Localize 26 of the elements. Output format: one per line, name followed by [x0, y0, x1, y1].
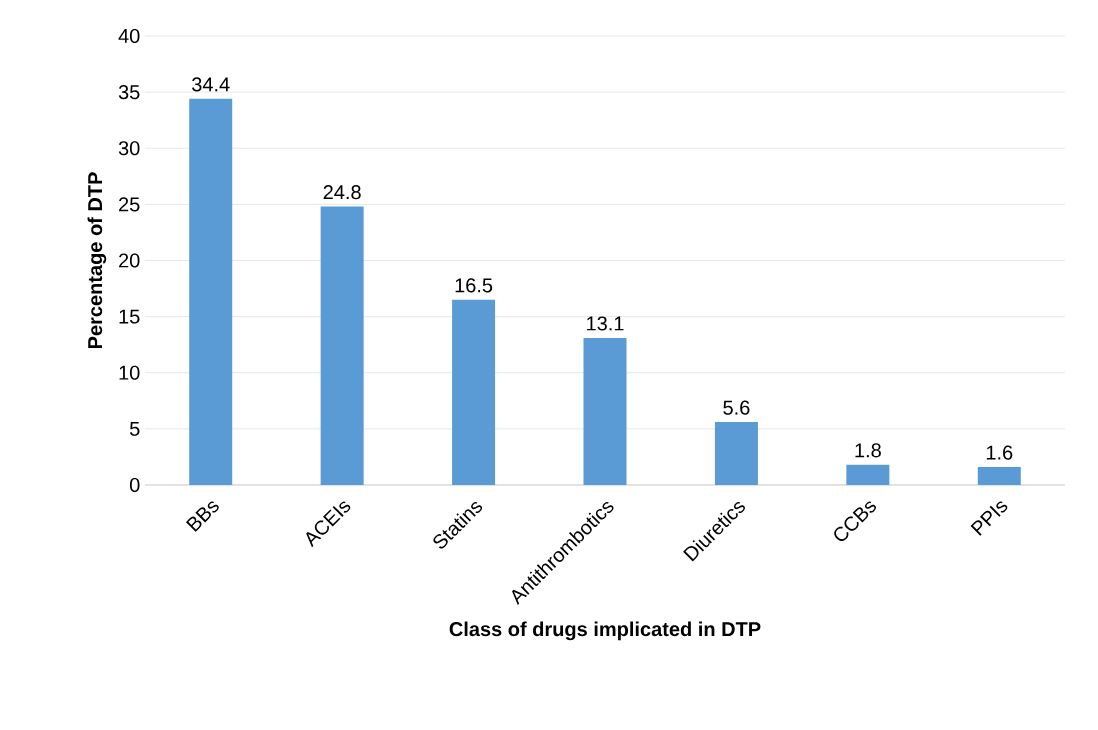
y-tick-label: 30 [118, 141, 140, 156]
bar [320, 206, 364, 485]
y-tick-label: 15 [119, 309, 140, 324]
data-label: 24.8 [323, 185, 361, 200]
bar [189, 98, 233, 485]
y-tick-label: 10 [119, 365, 140, 380]
y-tick-label: 35 [118, 85, 140, 100]
data-label: 13.1 [587, 316, 624, 331]
bar [714, 422, 758, 485]
y-tick-label: 20 [119, 253, 140, 268]
bar [977, 467, 1021, 485]
bar [583, 337, 627, 485]
x-tick-label: BBs [185, 501, 219, 532]
bar [846, 464, 890, 485]
data-label: 34.4 [192, 77, 230, 92]
y-tick-label: 5 [129, 421, 140, 436]
x-axis-title: Class of drugs implicated in DTP [449, 621, 761, 641]
y-tick-label: 40 [118, 28, 140, 44]
data-label: 1.8 [855, 443, 881, 458]
data-label: 16.5 [455, 278, 493, 293]
y-tick-label: 25 [119, 197, 140, 212]
y-tick-label: 0 [129, 477, 140, 493]
data-label: 5.6 [723, 400, 750, 415]
data-label: 1.6 [986, 445, 1013, 460]
bar [452, 299, 496, 485]
y-axis-title: Percentage of DTP [87, 172, 107, 349]
